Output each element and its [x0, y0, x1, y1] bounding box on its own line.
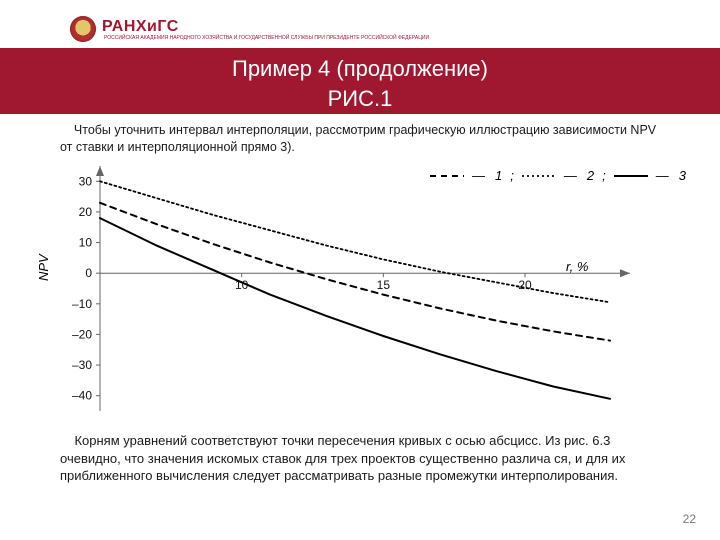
svg-text:–20: –20	[72, 327, 92, 341]
svg-text:10: 10	[79, 236, 93, 250]
svg-text:20: 20	[79, 205, 93, 219]
legend-dash: —	[656, 168, 669, 183]
x-axis-label: r, %	[566, 259, 588, 274]
slide-title-bar: Пример 4 (продолжение) РИС.1	[0, 48, 720, 114]
page-number: 22	[683, 512, 696, 526]
svg-text:15: 15	[377, 278, 391, 292]
legend-label-1: 1	[495, 168, 502, 183]
legend-swatch-3-icon	[614, 170, 648, 182]
intro-paragraph: Чтобы уточнить интервал интерполяции, ра…	[60, 122, 660, 156]
logo-main: РАНХиГС	[102, 18, 179, 35]
legend-dash: —	[564, 168, 577, 183]
title-line-2: РИС.1	[0, 84, 720, 114]
brand-logo: РАНХиГС РОССИЙСКАЯ АКАДЕМИЯ НАРОДНОГО ХО…	[70, 16, 429, 42]
legend-swatch-2-icon	[522, 170, 556, 182]
logo-emblem-icon	[70, 16, 96, 42]
npv-chart: NPV r, % –40–30–20–100102030101520 — 1; …	[40, 156, 660, 421]
legend-label-3: 3	[679, 168, 686, 183]
svg-text:–30: –30	[72, 358, 92, 372]
title-line-1: Пример 4 (продолжение)	[0, 54, 720, 84]
outro-paragraph: Корням уравнений соответствуют точки пер…	[60, 432, 660, 485]
chart-legend: — 1; — 2; — 3	[430, 168, 686, 183]
legend-dash: —	[472, 168, 485, 183]
legend-label-2: 2	[587, 168, 594, 183]
intro-text-content: Чтобы уточнить интервал интерполяции, ра…	[60, 123, 656, 154]
logo-text: РАНХиГС	[102, 18, 179, 35]
svg-text:–10: –10	[72, 297, 92, 311]
outro-text-content: Корням уравнений соответствуют точки пер…	[60, 433, 625, 483]
svg-text:0: 0	[85, 266, 92, 280]
legend-swatch-1-icon	[430, 170, 464, 182]
svg-text:20: 20	[518, 278, 532, 292]
y-axis-label: NPV	[36, 254, 51, 281]
logo-subtitle: РОССИЙСКАЯ АКАДЕМИЯ НАРОДНОГО ХОЗЯЙСТВА …	[104, 36, 429, 41]
chart-svg: –40–30–20–100102030101520	[40, 156, 660, 421]
svg-text:30: 30	[79, 174, 93, 188]
svg-text:–40: –40	[72, 389, 92, 403]
